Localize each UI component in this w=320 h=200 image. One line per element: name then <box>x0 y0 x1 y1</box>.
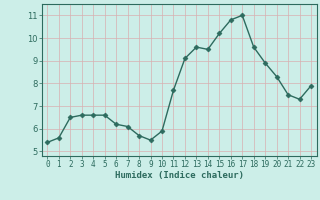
X-axis label: Humidex (Indice chaleur): Humidex (Indice chaleur) <box>115 171 244 180</box>
